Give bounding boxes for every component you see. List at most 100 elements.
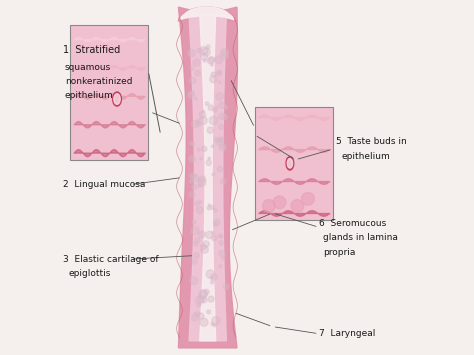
Circle shape — [195, 201, 200, 206]
Circle shape — [201, 246, 209, 253]
Circle shape — [220, 52, 228, 60]
Circle shape — [195, 70, 200, 76]
Circle shape — [192, 175, 199, 182]
Circle shape — [188, 92, 194, 98]
Ellipse shape — [287, 158, 292, 168]
Circle shape — [219, 235, 223, 238]
Circle shape — [199, 296, 205, 302]
Circle shape — [193, 59, 200, 66]
Circle shape — [200, 158, 202, 160]
Circle shape — [192, 184, 197, 190]
Circle shape — [203, 59, 206, 62]
Circle shape — [207, 58, 214, 64]
Circle shape — [200, 290, 208, 297]
Circle shape — [192, 220, 196, 224]
Circle shape — [190, 179, 193, 183]
Circle shape — [213, 324, 216, 327]
Circle shape — [204, 289, 209, 295]
Circle shape — [219, 138, 223, 141]
Circle shape — [195, 237, 200, 243]
Circle shape — [220, 179, 226, 184]
Ellipse shape — [112, 92, 121, 106]
Circle shape — [191, 121, 199, 127]
Circle shape — [214, 223, 218, 226]
Circle shape — [219, 234, 222, 237]
Circle shape — [197, 303, 201, 307]
Circle shape — [202, 48, 210, 56]
Circle shape — [273, 196, 286, 209]
Ellipse shape — [114, 94, 120, 104]
Circle shape — [301, 192, 314, 205]
Ellipse shape — [286, 157, 294, 170]
Circle shape — [211, 206, 214, 209]
Circle shape — [212, 317, 220, 325]
Bar — [255, 106, 333, 220]
Circle shape — [219, 264, 222, 268]
Circle shape — [212, 173, 215, 176]
Circle shape — [263, 200, 275, 212]
Circle shape — [198, 313, 204, 319]
Text: epithelium: epithelium — [65, 91, 114, 100]
Text: 2  Lingual mucosa: 2 Lingual mucosa — [63, 180, 146, 189]
Circle shape — [208, 296, 214, 302]
Text: 5  Taste buds in: 5 Taste buds in — [337, 137, 407, 147]
Circle shape — [217, 166, 223, 172]
Circle shape — [189, 155, 196, 162]
Circle shape — [206, 270, 214, 278]
Circle shape — [190, 142, 193, 145]
Circle shape — [221, 257, 225, 260]
Circle shape — [199, 201, 202, 203]
Circle shape — [210, 281, 214, 284]
Circle shape — [218, 70, 222, 74]
Circle shape — [196, 207, 203, 213]
Circle shape — [213, 109, 217, 112]
Circle shape — [190, 78, 196, 83]
Circle shape — [215, 106, 218, 109]
Circle shape — [211, 64, 213, 66]
Circle shape — [210, 274, 217, 280]
Circle shape — [211, 145, 214, 147]
Text: nonkeratinized: nonkeratinized — [65, 77, 132, 86]
Polygon shape — [178, 7, 237, 348]
Circle shape — [200, 47, 208, 55]
Polygon shape — [184, 7, 230, 341]
Circle shape — [190, 91, 194, 95]
Circle shape — [207, 206, 211, 210]
Circle shape — [189, 192, 195, 197]
Circle shape — [194, 312, 196, 315]
Bar — [70, 25, 148, 160]
Circle shape — [221, 49, 228, 56]
Circle shape — [190, 277, 198, 285]
Circle shape — [207, 310, 210, 314]
Circle shape — [203, 241, 209, 247]
Circle shape — [199, 111, 206, 118]
Circle shape — [211, 277, 214, 279]
Circle shape — [202, 110, 205, 113]
Circle shape — [201, 244, 206, 250]
Text: 6  Seromucous: 6 Seromucous — [319, 219, 386, 228]
Circle shape — [197, 122, 201, 126]
Circle shape — [219, 144, 226, 151]
Circle shape — [197, 48, 202, 53]
Circle shape — [197, 148, 200, 151]
Circle shape — [192, 260, 197, 264]
Circle shape — [196, 312, 200, 316]
Text: epiglottis: epiglottis — [68, 269, 111, 278]
Text: 1  Stratified: 1 Stratified — [63, 45, 120, 55]
Circle shape — [194, 98, 197, 100]
Circle shape — [206, 160, 211, 165]
Text: 7  Laryngeal: 7 Laryngeal — [319, 329, 375, 338]
Circle shape — [211, 72, 216, 77]
Circle shape — [216, 93, 223, 100]
Circle shape — [208, 105, 213, 110]
Circle shape — [191, 226, 199, 235]
Circle shape — [291, 200, 304, 212]
Circle shape — [193, 253, 199, 258]
Circle shape — [219, 124, 224, 129]
Circle shape — [224, 105, 228, 109]
Circle shape — [223, 284, 229, 290]
Circle shape — [208, 204, 210, 206]
Circle shape — [201, 53, 208, 60]
Text: squamous: squamous — [65, 63, 111, 72]
Circle shape — [190, 66, 194, 70]
